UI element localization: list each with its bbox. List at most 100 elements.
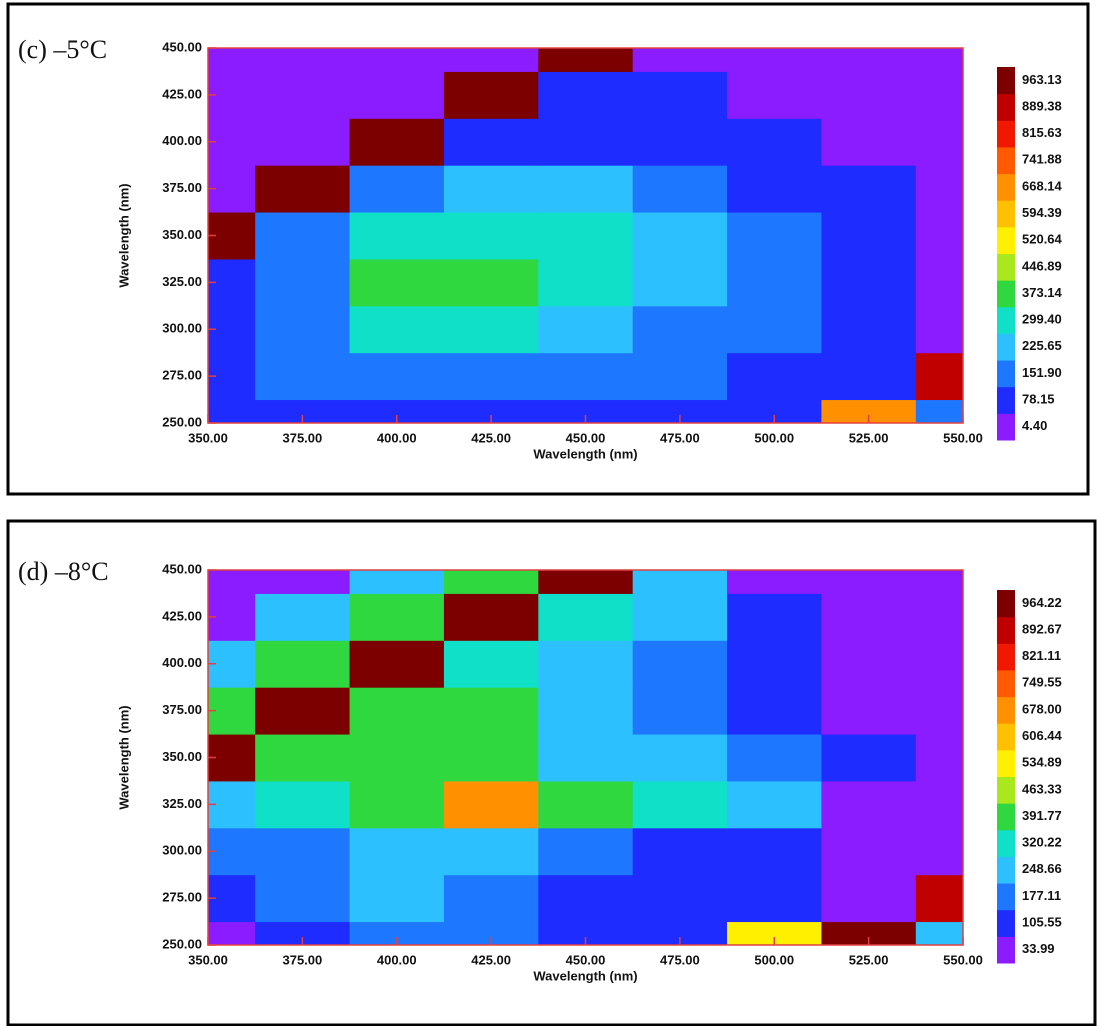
- heat-cell: [821, 570, 917, 594]
- colorbar-band: [997, 590, 1015, 618]
- heat-cell: [727, 305, 822, 354]
- heat-cell: [821, 258, 917, 307]
- colorbar-band: [997, 226, 1015, 254]
- y-tick-label: 275.00: [162, 368, 202, 383]
- heat-cell: [349, 212, 445, 260]
- colorbar-label: 815.63: [1022, 125, 1062, 140]
- colorbar-label: 749.55: [1022, 675, 1062, 690]
- heat-cell: [915, 165, 963, 213]
- heat-cell: [538, 734, 634, 782]
- heat-cell: [821, 165, 917, 213]
- heat-cell: [538, 827, 634, 876]
- heat-cell: [255, 874, 351, 923]
- y-tick-label: 375.00: [162, 702, 202, 717]
- colorbar-label: 391.77: [1022, 808, 1062, 823]
- colorbar-label: 446.89: [1022, 258, 1062, 273]
- colorbar-label: 177.11: [1022, 888, 1061, 903]
- heat-cell: [915, 399, 963, 423]
- heat-cell: [443, 48, 539, 72]
- colorbar-label: 889.38: [1022, 98, 1062, 113]
- heat-cell: [915, 734, 963, 782]
- heat-cell: [255, 352, 351, 401]
- heat-cell: [915, 921, 963, 945]
- colorbar-band: [997, 200, 1015, 228]
- heat-cell: [255, 399, 351, 423]
- colorbar-band: [997, 386, 1015, 414]
- y-tick-label: 350.00: [162, 749, 202, 764]
- heat-cell: [632, 48, 728, 72]
- heat-cell: [915, 118, 963, 166]
- heat-cell: [538, 48, 634, 72]
- x-tick-label: 350.00: [188, 430, 228, 445]
- y-tick-label: 275.00: [162, 890, 202, 905]
- heat-cell: [349, 305, 445, 354]
- colorbar-label: 78.15: [1022, 391, 1055, 406]
- heat-cell: [349, 258, 445, 307]
- x-axis-title: Wavelength (nm): [533, 446, 637, 461]
- heat-cell: [443, 71, 539, 119]
- x-tick-label: 425.00: [471, 952, 511, 967]
- colorbar-label: 741.88: [1022, 152, 1062, 167]
- x-tick-label: 375.00: [282, 952, 322, 967]
- heat-cell: [349, 48, 445, 72]
- heat-cell: [727, 258, 822, 307]
- heat-cell: [443, 570, 539, 594]
- heatmap: [208, 570, 963, 945]
- heat-cell: [821, 71, 917, 119]
- x-tick-label: 550.00: [943, 952, 983, 967]
- heat-cell: [821, 734, 917, 782]
- heat-cell: [538, 921, 634, 945]
- heat-cell: [349, 352, 445, 401]
- colorbar-band: [997, 413, 1015, 441]
- heat-cell: [915, 874, 963, 923]
- x-tick-label: 525.00: [849, 952, 889, 967]
- colorbar-band: [997, 883, 1015, 911]
- y-tick-label: 325.00: [162, 796, 202, 811]
- colorbar-band: [997, 360, 1015, 388]
- heat-cell: [632, 71, 728, 119]
- x-tick-label: 400.00: [377, 430, 417, 445]
- colorbar-band: [997, 333, 1015, 361]
- heat-cell: [727, 48, 822, 72]
- heat-cell: [821, 399, 917, 423]
- heat-cell: [538, 305, 634, 354]
- heat-cell: [632, 258, 728, 307]
- heat-cell: [538, 780, 634, 829]
- heat-cell: [915, 827, 963, 876]
- colorbar-label: 463.33: [1022, 781, 1062, 796]
- y-tick-label: 300.00: [162, 321, 202, 336]
- heat-cell: [821, 305, 917, 354]
- heat-cell: [727, 352, 822, 401]
- colorbar-label: 963.13: [1022, 72, 1062, 87]
- colorbar-label: 105.55: [1022, 914, 1062, 929]
- x-tick-label: 550.00: [943, 430, 983, 445]
- colorbar-band: [997, 803, 1015, 831]
- colorbar-band: [997, 936, 1015, 964]
- colorbar-label: 534.89: [1022, 755, 1062, 770]
- heat-cell: [208, 48, 256, 72]
- x-tick-label: 475.00: [660, 430, 700, 445]
- heat-cell: [349, 734, 445, 782]
- heat-cell: [821, 874, 917, 923]
- heat-cell: [255, 48, 351, 72]
- heat-cell: [208, 399, 256, 423]
- heat-cell: [915, 48, 963, 72]
- heat-cell: [255, 165, 351, 213]
- heat-cell: [349, 874, 445, 923]
- heat-cell: [632, 212, 728, 260]
- y-tick-label: 250.00: [162, 414, 202, 429]
- heat-cell: [632, 570, 728, 594]
- heat-cell: [538, 593, 634, 641]
- heat-cell: [538, 352, 634, 401]
- colorbar-band: [997, 253, 1015, 281]
- colorbar-band: [997, 643, 1015, 671]
- heat-cell: [821, 48, 917, 72]
- colorbar-label: 4.40: [1022, 418, 1047, 433]
- y-tick-label: 425.00: [162, 608, 202, 623]
- heat-cell: [255, 734, 351, 782]
- heat-cell: [632, 118, 728, 166]
- panel-border: [6, 2, 1090, 496]
- heat-cell: [443, 305, 539, 354]
- heat-cell: [727, 165, 822, 213]
